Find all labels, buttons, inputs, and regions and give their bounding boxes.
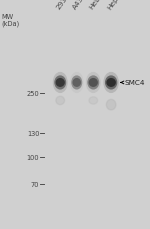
Text: 293T: 293T	[55, 0, 71, 11]
Ellipse shape	[87, 73, 100, 93]
Text: MW
(kDa): MW (kDa)	[2, 14, 20, 27]
Ellipse shape	[106, 100, 116, 110]
Ellipse shape	[104, 73, 118, 93]
Ellipse shape	[89, 79, 97, 87]
Ellipse shape	[89, 97, 98, 105]
Text: 100: 100	[27, 154, 39, 160]
Ellipse shape	[106, 77, 117, 90]
Ellipse shape	[71, 73, 83, 93]
Text: 70: 70	[31, 182, 39, 188]
Text: 250: 250	[27, 91, 39, 97]
Ellipse shape	[53, 73, 67, 93]
Text: HepG2: HepG2	[106, 0, 125, 11]
Ellipse shape	[88, 77, 99, 90]
Ellipse shape	[107, 79, 115, 87]
Text: A431: A431	[72, 0, 88, 11]
Ellipse shape	[55, 77, 66, 90]
Ellipse shape	[73, 79, 80, 87]
Ellipse shape	[56, 97, 65, 105]
Text: SMC4: SMC4	[125, 80, 145, 86]
Ellipse shape	[56, 79, 64, 87]
Text: 130: 130	[27, 131, 39, 137]
Text: HeLa: HeLa	[88, 0, 104, 11]
Ellipse shape	[72, 77, 82, 90]
